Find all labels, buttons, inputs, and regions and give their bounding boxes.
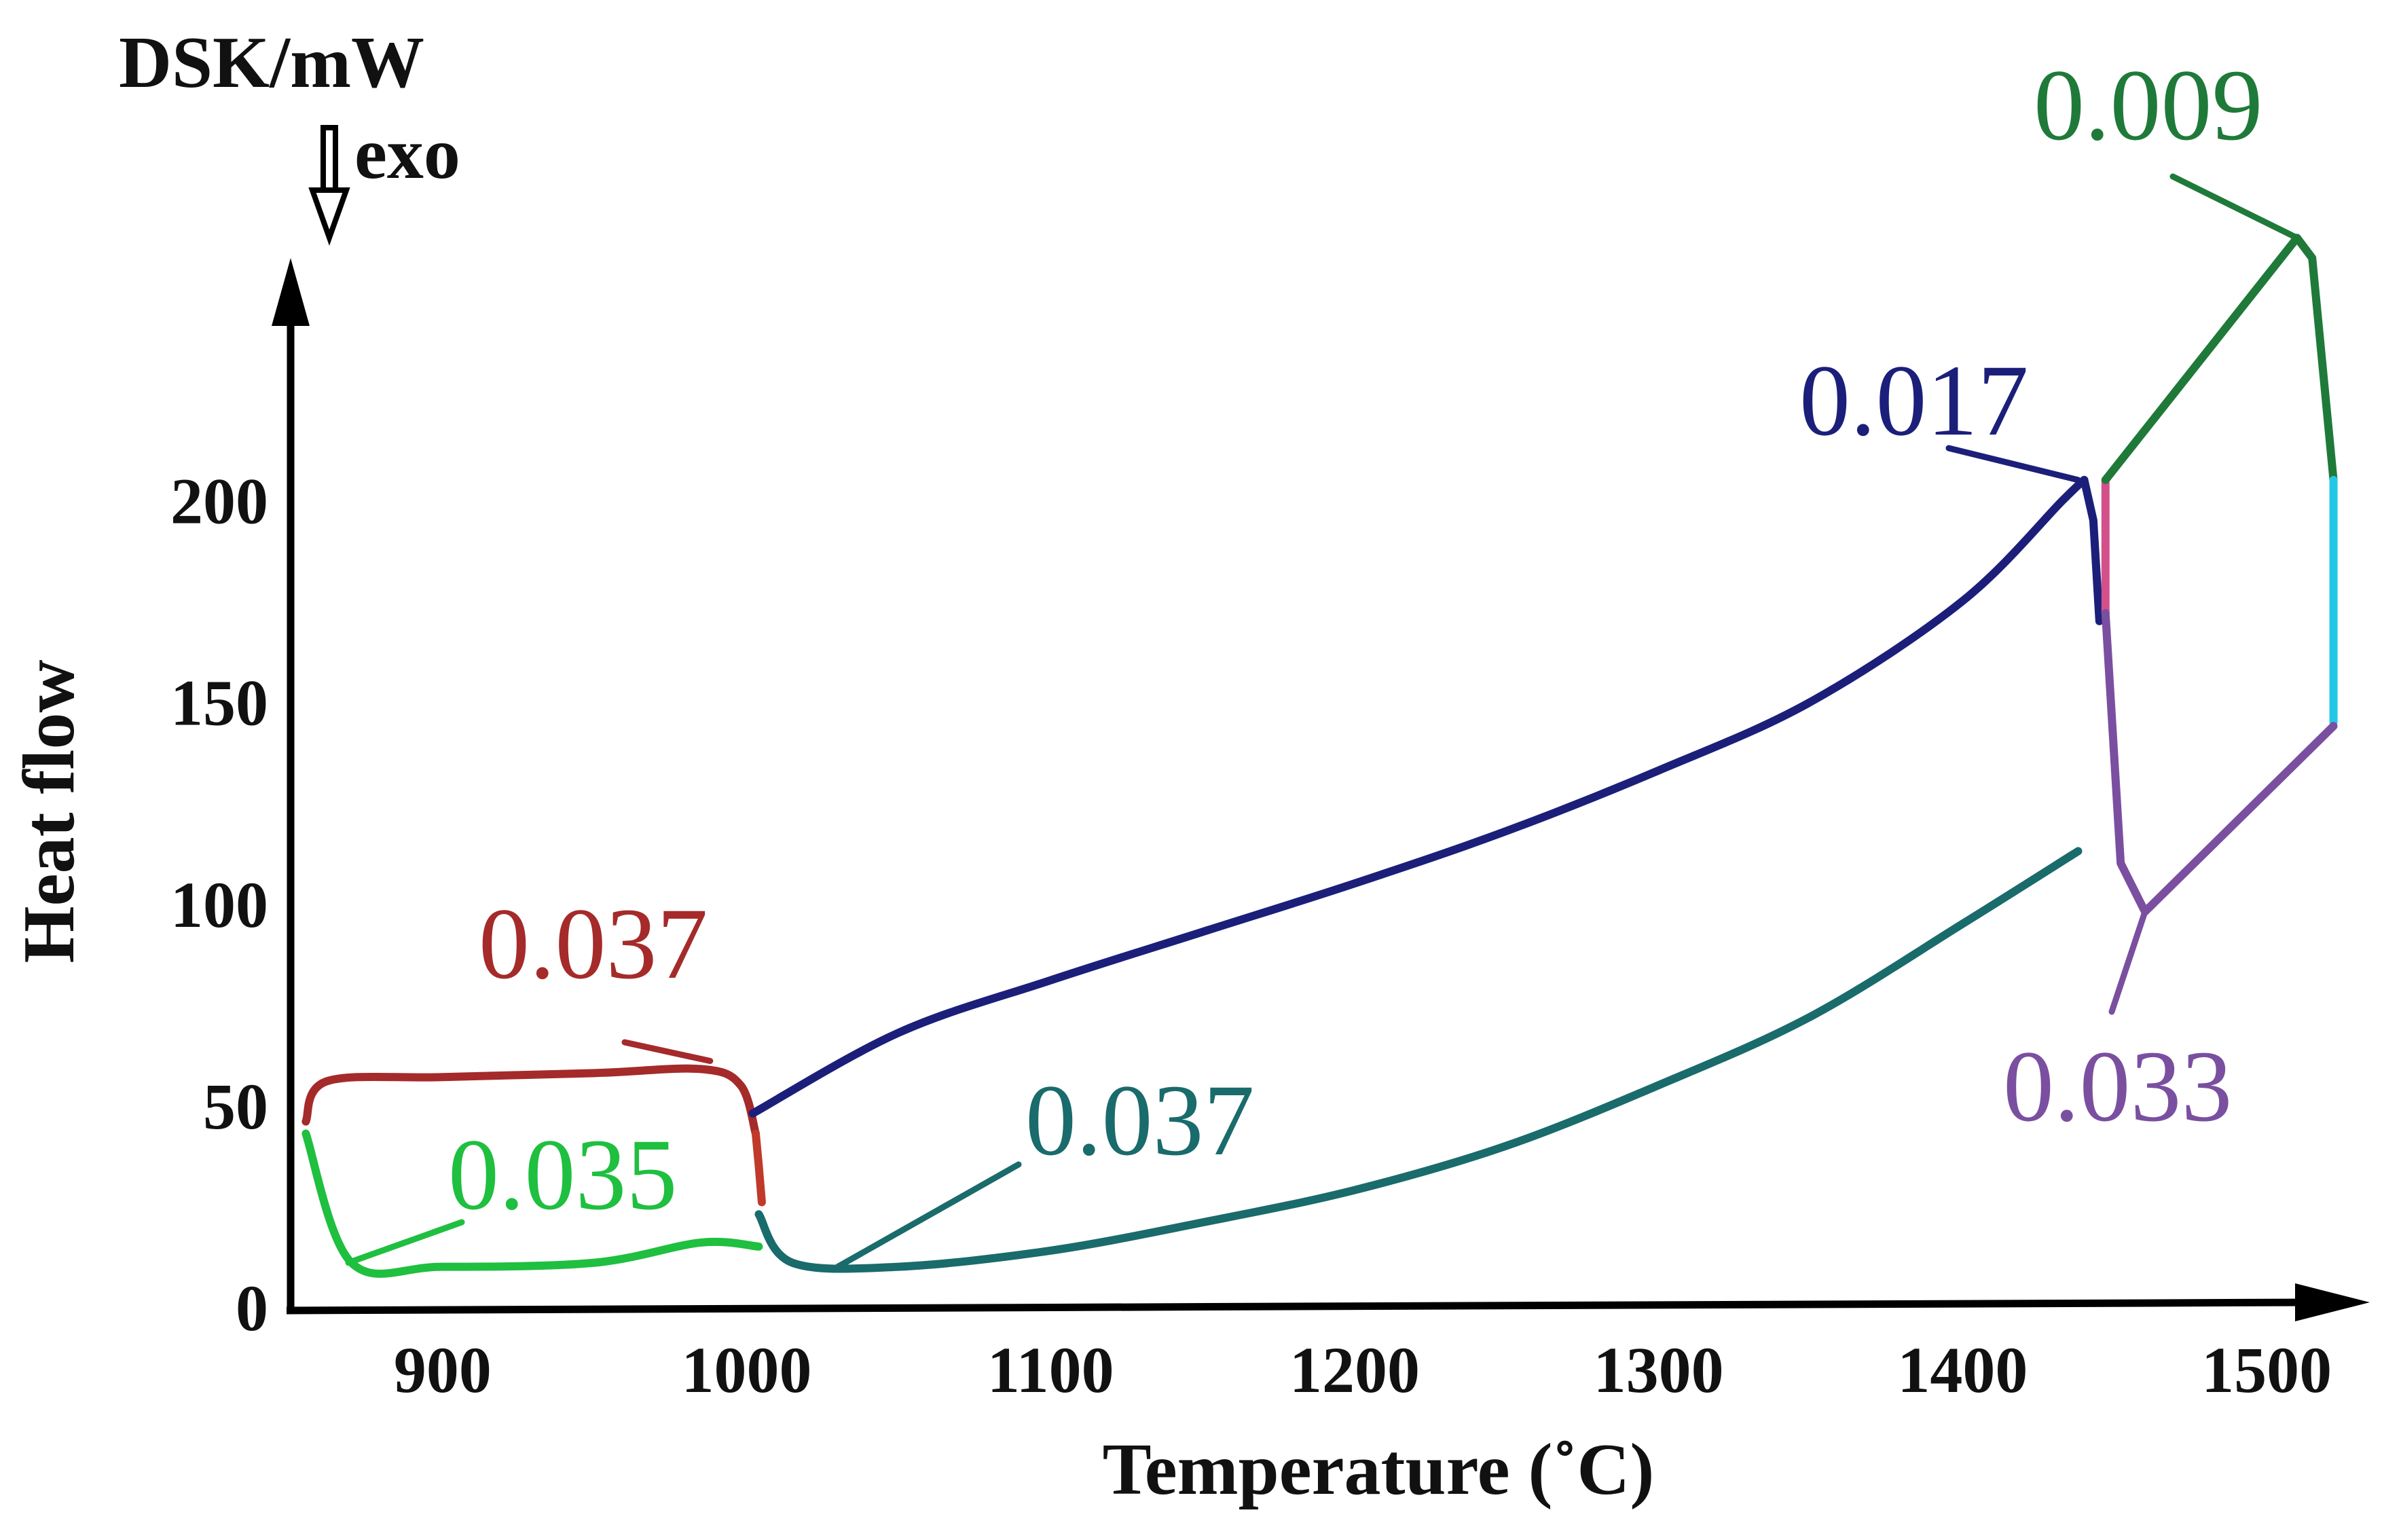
annotation-leader-line xyxy=(621,1039,714,1065)
annotation-leaders xyxy=(345,173,2301,1270)
exo-arrow-icon xyxy=(308,125,350,246)
x-tick-label: 1100 xyxy=(987,1334,1114,1406)
annotation-leader-line xyxy=(345,1219,465,1266)
series-group xyxy=(301,234,2338,1278)
series-line-blue-drop xyxy=(2080,475,2104,625)
y-axis-arrowhead xyxy=(272,258,310,326)
y-ticks: 0 50 100 150 200 xyxy=(170,465,268,1344)
annotation-labels: 0.037 0.035 0.037 0.017 0.033 0.009 xyxy=(448,49,2263,1231)
x-tick-label: 1200 xyxy=(1289,1334,1420,1406)
series-line-red-top xyxy=(301,1064,760,1138)
x-tick-label: 1000 xyxy=(682,1334,812,1406)
x-tick-label: 900 xyxy=(394,1334,492,1406)
annotation-label: 0.037 xyxy=(479,887,708,1000)
series-line-teal-lower xyxy=(754,847,2083,1273)
y-tick-label: 150 xyxy=(170,667,268,739)
annotation-label: 0.035 xyxy=(448,1118,678,1231)
x-axis-arrowhead xyxy=(2295,1283,2370,1321)
series-line-red-drop xyxy=(751,1129,766,1207)
y-tick-label: 200 xyxy=(170,465,268,538)
x-tick-label: 1300 xyxy=(1594,1334,1724,1406)
annotation-label: 0.037 xyxy=(1025,1064,1255,1177)
x-tick-label: 1500 xyxy=(2201,1334,2332,1406)
annotation-leader-line xyxy=(2169,173,2301,241)
y-tick-label: 0 xyxy=(236,1272,268,1344)
series-line-green-bottom xyxy=(301,1129,763,1278)
x-axis-line xyxy=(286,1298,2316,1315)
annotation-leader-line xyxy=(1945,445,2081,483)
annotation-leader-line xyxy=(2108,909,2148,1015)
axes xyxy=(272,258,2370,1321)
y-unit-label: DSK/mW xyxy=(119,22,424,103)
series-line-blue-upper xyxy=(748,475,2089,1118)
annotation-leader-line xyxy=(835,1161,1022,1270)
y-tick-label: 50 xyxy=(203,1070,268,1143)
annotation-label: 0.033 xyxy=(2003,1030,2233,1143)
annotation-label: 0.009 xyxy=(2034,49,2263,162)
x-ticks: 900 1000 1100 1200 1300 1400 1500 xyxy=(394,1334,2332,1406)
series-line-green-upper xyxy=(2101,234,2338,484)
annotation-label: 0.017 xyxy=(1799,344,2029,457)
x-tick-label: 1400 xyxy=(1897,1334,2028,1406)
series-line-purple-lower xyxy=(2101,608,2338,916)
x-axis-title: Temperature (˚C) xyxy=(1103,1429,1655,1510)
y-axis-title: Heat flow xyxy=(9,660,90,964)
exo-label: exo xyxy=(354,113,460,194)
y-tick-label: 100 xyxy=(170,868,268,941)
